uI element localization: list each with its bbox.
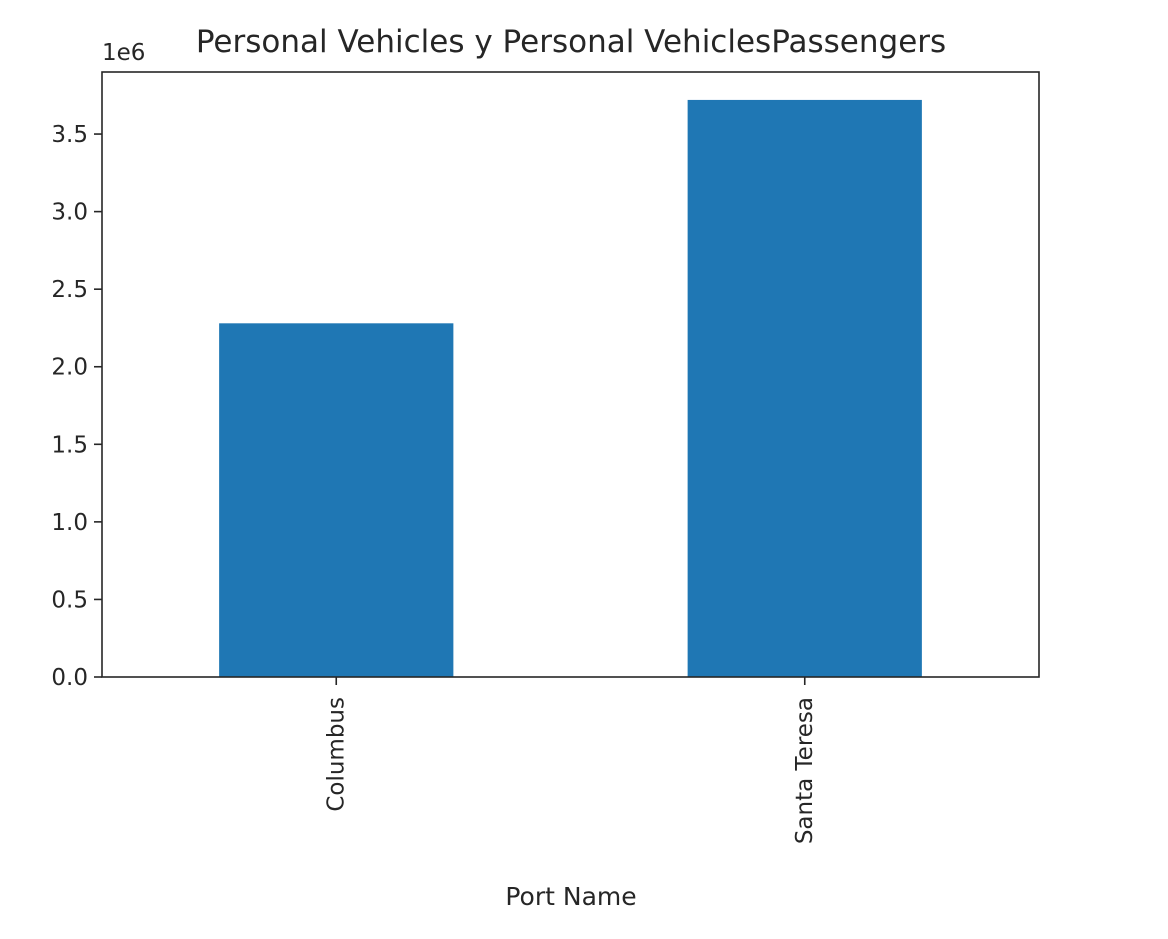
plot-frame bbox=[101, 71, 1040, 678]
y-tick-label: 0.0 bbox=[51, 665, 88, 691]
bars-group bbox=[219, 99, 922, 677]
y-axis-ticks: 0.0 0.5 1.0 1.5 2.0 2.5 3.0 3.5 bbox=[51, 122, 102, 691]
y-tick-label: 3.0 bbox=[51, 200, 88, 226]
y-tick-label: 1.0 bbox=[51, 510, 88, 536]
x-axis-label: Port Name bbox=[505, 882, 636, 911]
y-tick-label: 2.0 bbox=[51, 355, 88, 381]
y-tick-label: 1.5 bbox=[51, 432, 88, 458]
y-tick-label: 3.5 bbox=[51, 122, 88, 148]
bar-santa-teresa bbox=[687, 99, 922, 677]
chart-title: Personal Vehicles y Personal VehiclesPas… bbox=[196, 24, 946, 60]
x-tick-label: Santa Teresa bbox=[792, 697, 818, 844]
bar-columbus bbox=[219, 323, 454, 677]
y-tick-label: 2.5 bbox=[51, 277, 88, 303]
y-axis-offset-label: 1e6 bbox=[102, 40, 145, 66]
y-tick-label: 0.5 bbox=[51, 587, 88, 613]
x-axis-ticks: Columbus Santa Teresa bbox=[323, 677, 818, 844]
x-tick-label: Columbus bbox=[323, 697, 349, 812]
